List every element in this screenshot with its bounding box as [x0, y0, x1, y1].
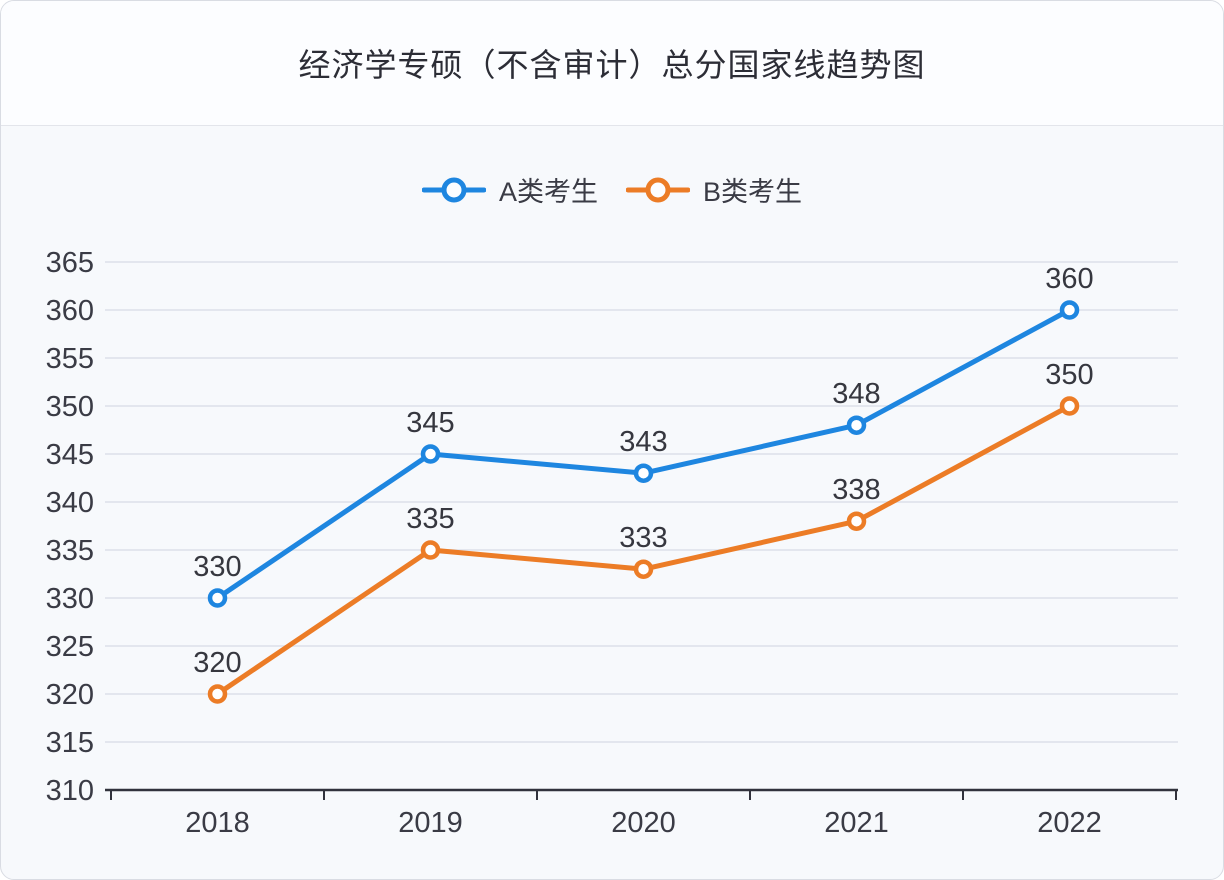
y-axis-label: 330	[46, 583, 94, 615]
data-point-label: 333	[619, 522, 667, 554]
data-point-label: 338	[832, 474, 880, 506]
data-point-marker	[420, 444, 441, 464]
data-point-label: 320	[193, 647, 241, 679]
y-axis-label: 340	[46, 487, 94, 519]
y-axis-label: 315	[46, 727, 94, 759]
data-point-label: 350	[1045, 359, 1093, 391]
data-point-marker	[420, 540, 441, 560]
chart-legend: A类考生 B类考生	[1, 170, 1223, 209]
data-point-marker	[207, 588, 228, 608]
data-point-marker	[633, 559, 654, 579]
y-axis-label: 355	[46, 343, 94, 375]
legend-label: A类考生	[498, 177, 598, 207]
y-axis-label: 310	[46, 775, 94, 807]
data-point-marker	[1059, 300, 1080, 320]
x-axis-label: 2021	[824, 807, 889, 839]
x-axis-label: 2020	[611, 807, 676, 839]
line-chart: 310 315 320 325 330 335 340 345 350 355 360 365 2018…	[46, 247, 1178, 839]
y-axis-label: 345	[46, 439, 94, 471]
data-point-label: 330	[193, 551, 241, 583]
chart-title: 经济学专硕（不含审计）总分国家线趋势图	[298, 47, 926, 83]
data-point-label: 348	[832, 378, 880, 410]
legend-item-1[interactable]: B类考生	[626, 170, 802, 209]
x-axis-label: 2019	[398, 807, 463, 839]
data-point-marker	[1059, 396, 1080, 416]
y-axis-label: 320	[46, 679, 94, 711]
data-point-marker	[846, 511, 867, 531]
data-point-label: 343	[619, 426, 667, 458]
y-axis-label: 350	[46, 391, 94, 423]
data-point-label: 360	[1045, 263, 1093, 295]
x-axis-label: 2022	[1037, 807, 1102, 839]
y-axis-label: 335	[46, 535, 94, 567]
legend-item-0[interactable]: A类考生	[421, 170, 598, 209]
legend-label: B类考生	[703, 177, 803, 207]
data-point-marker	[207, 684, 228, 704]
x-axis-label: 2018	[185, 807, 250, 839]
legend-line-marker-icon	[626, 177, 690, 202]
y-axis-label: 365	[46, 247, 94, 279]
chart-area: 310 315 320 325 330 335 340 345 350 355 360 365 2018…	[1, 126, 1223, 879]
data-point-label: 345	[406, 407, 454, 439]
data-point-label: 335	[406, 503, 454, 535]
y-axis-label: 360	[46, 295, 94, 327]
legend-line-marker-icon	[421, 177, 486, 202]
data-point-marker	[846, 415, 867, 435]
y-axis-label: 325	[46, 631, 94, 663]
data-point-marker	[633, 463, 654, 483]
chart-title-band: 经济学专硕（不含审计）总分国家线趋势图	[1, 1, 1223, 126]
